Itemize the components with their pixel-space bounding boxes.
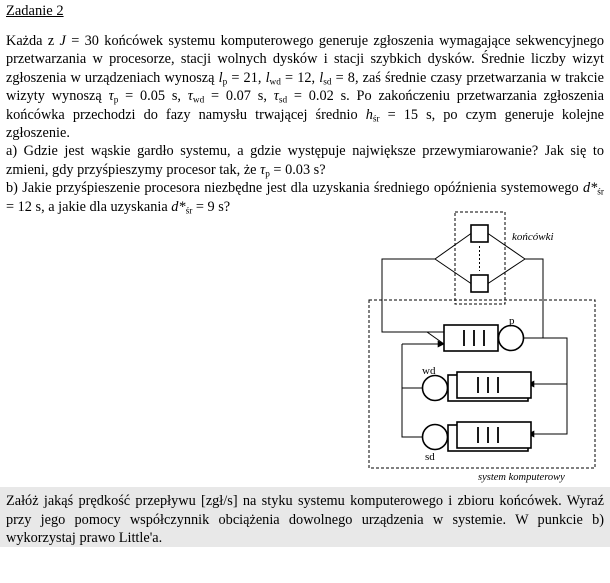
cpu-label: p [509,315,515,327]
flow-to-terminals [381,258,435,333]
cpu-to-disks [527,337,568,388]
cpu-server [497,324,525,352]
sd-server [421,423,449,451]
system-label: system komputerowy [478,472,565,483]
wd-label: wd [422,365,436,377]
disks-return [401,344,422,389]
terminal-1 [470,224,489,243]
terminal-fork-in [434,233,472,260]
wd-server [421,374,449,402]
task-body: Każda z J = 30 końcówek systemu komputer… [6,32,604,216]
flow-to-system [525,258,544,320]
symbol-J: J [59,33,66,49]
terminal-join-out [487,233,526,260]
sd-label: sd [425,451,435,463]
terminals-label: końcówki [512,231,554,243]
cpu-queue [443,324,499,352]
terminals-group-box [454,211,506,305]
queueing-network-diagram: końcówki system komputerowy p wd [368,211,596,483]
cpu-output [524,320,544,339]
hint-box [0,487,610,547]
hint-text: Załóż jakąś prędkość przepływu [zgł/s] n… [6,493,604,547]
question-b: b) Jakie przyśpieszenie procesora niezbę… [6,180,604,216]
computer-system-box [368,299,596,469]
task-title: Zadanie 2 [6,3,64,19]
question-a: a) Gdzie jest wąskie gardło systemu, a g… [6,143,604,180]
terminal-n [470,274,489,293]
task-description: Każda z J = 30 końcówek systemu komputer… [6,33,604,142]
